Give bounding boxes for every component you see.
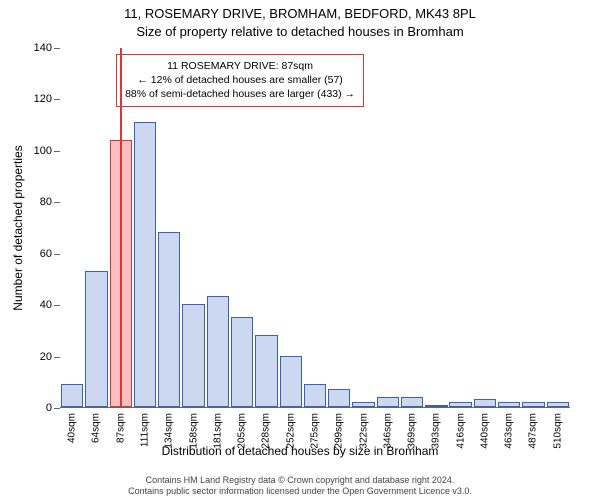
histogram-bar (401, 397, 423, 407)
chart-container: 11, ROSEMARY DRIVE, BROMHAM, BEDFORD, MK… (0, 0, 600, 500)
x-tick-label: 40sqm (67, 413, 78, 443)
plot-area: 40sqm64sqm87sqm111sqm134sqm158sqm181sqm2… (60, 48, 570, 408)
y-tick (54, 151, 60, 152)
y-tick-label: 0 (46, 402, 52, 414)
y-tick (54, 202, 60, 203)
bar-slot: 346sqm (376, 48, 400, 407)
histogram-bar (207, 296, 229, 407)
callout-line2: ← 12% of detached houses are smaller (57… (125, 73, 355, 87)
histogram-bar (158, 232, 180, 407)
x-tick-label: 111sqm (139, 413, 150, 447)
callout-line1: 11 ROSEMARY DRIVE: 87sqm (125, 59, 355, 73)
histogram-bar (449, 402, 471, 407)
chart-title-line2: Size of property relative to detached ho… (0, 24, 600, 39)
footer-line2: Contains public sector information licen… (0, 486, 600, 498)
footer-line1: Contains HM Land Registry data © Crown c… (0, 475, 600, 487)
histogram-bar (425, 405, 447, 407)
y-tick (54, 48, 60, 49)
histogram-bar (522, 402, 544, 407)
histogram-bar (182, 304, 204, 407)
histogram-bar (498, 402, 520, 407)
histogram-bar (328, 389, 350, 407)
histogram-bar (304, 384, 326, 407)
y-tick-label: 40 (40, 299, 52, 311)
bar-slot: 510sqm (546, 48, 570, 407)
bar-slot: 463sqm (497, 48, 521, 407)
histogram-bar (134, 122, 156, 407)
y-tick-label: 80 (40, 196, 52, 208)
bar-slot: 40sqm (60, 48, 84, 407)
y-tick (54, 305, 60, 306)
bar-slot: 416sqm (449, 48, 473, 407)
y-tick-label: 20 (40, 351, 52, 363)
y-tick (54, 408, 60, 409)
x-tick-label: 87sqm (115, 413, 126, 443)
chart-title-line1: 11, ROSEMARY DRIVE, BROMHAM, BEDFORD, MK… (0, 6, 600, 21)
histogram-bar (231, 317, 253, 407)
callout-line3: 88% of semi-detached houses are larger (… (125, 87, 355, 101)
y-axis-label: Number of detached properties (11, 145, 25, 310)
y-tick (54, 99, 60, 100)
x-axis-label: Distribution of detached houses by size … (0, 444, 600, 458)
y-tick-label: 100 (34, 145, 52, 157)
marker-callout: 11 ROSEMARY DRIVE: 87sqm ← 12% of detach… (116, 54, 364, 107)
histogram-bar (61, 384, 83, 407)
x-tick-label: 64sqm (91, 413, 102, 443)
bar-slot: 393sqm (424, 48, 448, 407)
bar-slot: 440sqm (473, 48, 497, 407)
histogram-bar (280, 356, 302, 407)
histogram-bar (474, 399, 496, 407)
bar-slot: 487sqm (521, 48, 545, 407)
y-tick-label: 120 (34, 93, 52, 105)
marker-line (120, 48, 122, 407)
histogram-bar (255, 335, 277, 407)
y-tick-label: 60 (40, 248, 52, 260)
histogram-bar (547, 402, 569, 407)
y-tick-label: 140 (34, 42, 52, 54)
histogram-bar (377, 397, 399, 407)
histogram-bar (85, 271, 107, 407)
y-tick (54, 254, 60, 255)
y-tick (54, 357, 60, 358)
histogram-bar (352, 402, 374, 407)
bar-slot: 369sqm (400, 48, 424, 407)
bar-slot: 64sqm (84, 48, 108, 407)
footer-attribution: Contains HM Land Registry data © Crown c… (0, 475, 600, 498)
